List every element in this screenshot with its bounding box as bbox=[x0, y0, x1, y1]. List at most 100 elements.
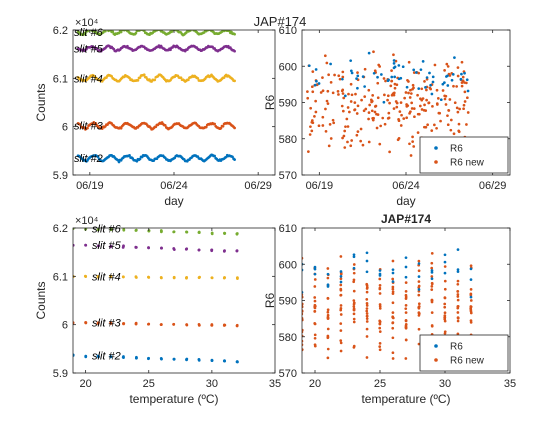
point-r6 bbox=[329, 62, 332, 66]
point-r6 bbox=[469, 267, 473, 271]
point-r6 bbox=[415, 71, 418, 74]
data-points bbox=[302, 248, 473, 360]
point-r6new bbox=[375, 112, 378, 116]
legend-box bbox=[419, 136, 509, 174]
point-slit6 bbox=[119, 30, 123, 34]
point-r6new bbox=[462, 107, 465, 111]
point-r6new bbox=[417, 311, 421, 314]
point-slit3 bbox=[213, 122, 216, 126]
point-r6new bbox=[352, 312, 356, 316]
point-r6new bbox=[443, 279, 447, 283]
legend-label: R6 new bbox=[450, 356, 485, 367]
point-r6new bbox=[326, 356, 330, 360]
point-r6new bbox=[313, 299, 317, 303]
point-r6new bbox=[457, 130, 461, 134]
point-r6 bbox=[443, 253, 447, 257]
point-r6new bbox=[404, 319, 408, 323]
panel-top-right: 06/19 06/24 06/29570580590600610dayR6R6R6 … bbox=[263, 25, 511, 208]
point-r6new bbox=[407, 80, 410, 83]
point-r6new bbox=[417, 314, 421, 317]
slit-label: slit #6 bbox=[74, 27, 104, 39]
point-r6new bbox=[378, 284, 382, 287]
point-slit3 bbox=[159, 323, 163, 326]
point-r6new bbox=[378, 326, 382, 330]
point-slit6 bbox=[134, 31, 138, 35]
y-tick-label: 6.1 bbox=[53, 73, 68, 85]
point-slit2 bbox=[109, 355, 112, 358]
point-r6new bbox=[410, 101, 414, 105]
point-r6 bbox=[378, 269, 382, 272]
point-r6 bbox=[387, 78, 390, 82]
x-axis-label: temperature (ºC) bbox=[361, 392, 450, 406]
point-slit6 bbox=[172, 230, 176, 234]
point-r6 bbox=[446, 84, 450, 87]
point-r6new bbox=[336, 89, 340, 93]
point-r6new bbox=[433, 63, 437, 67]
point-r6new bbox=[418, 104, 422, 108]
point-r6 bbox=[421, 59, 425, 63]
point-r6new bbox=[378, 287, 382, 291]
point-r6new bbox=[365, 312, 369, 315]
point-r6new bbox=[370, 109, 374, 113]
point-r6new bbox=[424, 109, 428, 113]
point-r6new bbox=[352, 278, 356, 282]
point-slit6 bbox=[104, 30, 107, 33]
point-r6 bbox=[456, 270, 460, 273]
figure-title: JAP#174 bbox=[254, 14, 307, 29]
point-r6 bbox=[425, 76, 429, 79]
point-r6 bbox=[428, 71, 431, 75]
point-r6new bbox=[436, 103, 439, 106]
point-r6new bbox=[363, 67, 367, 71]
point-r6 bbox=[431, 75, 435, 79]
point-slit3 bbox=[134, 321, 138, 325]
panel-bottom-left: 20 25 30 35 5.9 6 6.1 6.2 ×10⁴ temperature (ºC) Co… bbox=[34, 215, 281, 406]
point-slit3 bbox=[109, 322, 113, 325]
point-r6new bbox=[310, 85, 314, 89]
point-r6 bbox=[401, 65, 405, 69]
legend-marker bbox=[434, 358, 438, 362]
point-r6new bbox=[404, 303, 408, 307]
point-r6 bbox=[307, 64, 311, 68]
point-slit3 bbox=[97, 321, 100, 324]
point-r6new bbox=[391, 357, 395, 360]
point-r6new bbox=[469, 288, 473, 291]
point-slit4 bbox=[187, 78, 190, 82]
point-r6new bbox=[372, 50, 375, 54]
point-r6new bbox=[346, 140, 349, 144]
point-r6 bbox=[393, 65, 397, 69]
point-r6new bbox=[428, 86, 432, 90]
point-r6new bbox=[375, 126, 379, 130]
point-slit2 bbox=[128, 154, 131, 157]
x-axis-label: day bbox=[396, 194, 415, 208]
point-r6 bbox=[417, 288, 421, 291]
point-slit4 bbox=[172, 276, 176, 280]
y-axis-label: R6 bbox=[263, 95, 277, 111]
point-r6new bbox=[314, 99, 317, 103]
point-r6 bbox=[391, 271, 395, 275]
legend-marker bbox=[434, 160, 438, 164]
point-r6 bbox=[392, 59, 396, 62]
point-r6new bbox=[397, 119, 401, 123]
point-r6 bbox=[439, 98, 443, 102]
point-r6new bbox=[306, 96, 310, 100]
point-r6 bbox=[430, 277, 434, 281]
point-r6new bbox=[339, 283, 343, 287]
point-r6new bbox=[399, 101, 403, 104]
point-r6new bbox=[382, 77, 386, 80]
y-tick-label: 610 bbox=[279, 25, 297, 37]
point-r6new bbox=[443, 97, 447, 101]
point-r6new bbox=[313, 344, 317, 348]
point-r6new bbox=[443, 287, 447, 291]
point-r6new bbox=[391, 321, 395, 325]
point-r6new bbox=[378, 303, 382, 306]
point-r6new bbox=[354, 92, 357, 96]
point-r6new bbox=[356, 71, 359, 74]
point-r6 bbox=[460, 72, 463, 76]
point-slit3 bbox=[198, 323, 201, 327]
point-r6 bbox=[417, 262, 421, 265]
point-r6 bbox=[397, 64, 401, 67]
point-r6new bbox=[430, 288, 434, 291]
point-slit2 bbox=[159, 357, 163, 360]
point-r6new bbox=[430, 299, 434, 302]
